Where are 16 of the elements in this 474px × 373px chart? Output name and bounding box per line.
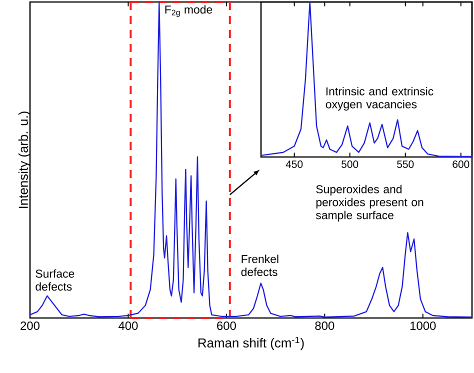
x-tick-label: 1000: [410, 322, 436, 330]
x-tick-label: 200: [20, 322, 40, 330]
annotation: Intrinsic and extrinsic oxygen vacancies: [326, 86, 434, 111]
annotation: Surface defects: [36, 269, 74, 291]
x-tick-label: 600: [217, 322, 236, 330]
x-tick-label: 600: [452, 160, 470, 168]
x-tick-label: 550: [397, 160, 414, 168]
x-tick-label: 500: [342, 160, 358, 168]
annotation: Frenkel defects: [241, 254, 278, 276]
x-tick-label: 450: [286, 160, 303, 168]
y-axis-title: Intensity (arb. u.): [18, 112, 30, 208]
x-tick-label: 800: [315, 322, 334, 330]
annotation: Superoxides and peroxides present on sample surface: [316, 184, 424, 222]
x-axis-title: Raman shift (cm$^{-1}$): [198, 336, 304, 350]
annotation: F$_{2g}$ mode: [165, 5, 212, 17]
x-tick-label: 400: [118, 322, 138, 330]
